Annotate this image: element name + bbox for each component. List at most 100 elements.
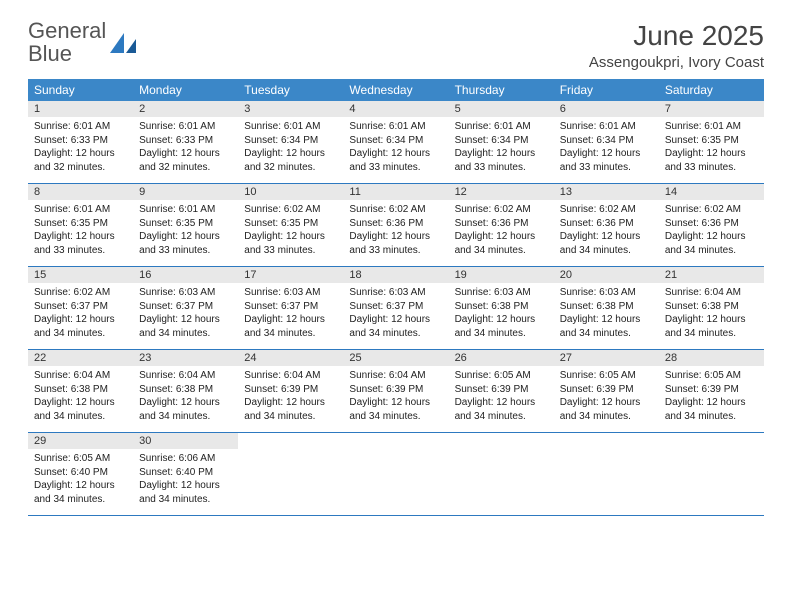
- logo-word-2: Blue: [28, 41, 72, 66]
- day-content: Sunrise: 6:03 AMSunset: 6:37 PMDaylight:…: [133, 283, 238, 346]
- day-content: Sunrise: 6:03 AMSunset: 6:38 PMDaylight:…: [554, 283, 659, 346]
- logo-text: General Blue: [28, 20, 106, 66]
- day-cell: 10Sunrise: 6:02 AMSunset: 6:35 PMDayligh…: [238, 184, 343, 266]
- day-number: 16: [133, 267, 238, 283]
- day-cell: [343, 433, 448, 515]
- day-content: Sunrise: 6:05 AMSunset: 6:39 PMDaylight:…: [659, 366, 764, 429]
- day-cell: 17Sunrise: 6:03 AMSunset: 6:37 PMDayligh…: [238, 267, 343, 349]
- day-cell: 26Sunrise: 6:05 AMSunset: 6:39 PMDayligh…: [449, 350, 554, 432]
- day-cell: 21Sunrise: 6:04 AMSunset: 6:38 PMDayligh…: [659, 267, 764, 349]
- day-cell: 30Sunrise: 6:06 AMSunset: 6:40 PMDayligh…: [133, 433, 238, 515]
- day-number: 15: [28, 267, 133, 283]
- day-content: Sunrise: 6:04 AMSunset: 6:39 PMDaylight:…: [343, 366, 448, 429]
- day-cell: 12Sunrise: 6:02 AMSunset: 6:36 PMDayligh…: [449, 184, 554, 266]
- day-content: Sunrise: 6:01 AMSunset: 6:35 PMDaylight:…: [659, 117, 764, 180]
- day-number: 3: [238, 101, 343, 117]
- day-number: 30: [133, 433, 238, 449]
- logo-word-1: General: [28, 18, 106, 43]
- day-cell: 18Sunrise: 6:03 AMSunset: 6:37 PMDayligh…: [343, 267, 448, 349]
- day-content: Sunrise: 6:01 AMSunset: 6:34 PMDaylight:…: [343, 117, 448, 180]
- day-content: Sunrise: 6:05 AMSunset: 6:39 PMDaylight:…: [449, 366, 554, 429]
- day-cell: 11Sunrise: 6:02 AMSunset: 6:36 PMDayligh…: [343, 184, 448, 266]
- day-content: Sunrise: 6:03 AMSunset: 6:38 PMDaylight:…: [449, 283, 554, 346]
- day-number: 27: [554, 350, 659, 366]
- day-number: 7: [659, 101, 764, 117]
- day-cell: 1Sunrise: 6:01 AMSunset: 6:33 PMDaylight…: [28, 101, 133, 183]
- day-content: Sunrise: 6:01 AMSunset: 6:33 PMDaylight:…: [28, 117, 133, 180]
- title-block: June 2025 Assengoukpri, Ivory Coast: [589, 20, 764, 71]
- day-cell: 22Sunrise: 6:04 AMSunset: 6:38 PMDayligh…: [28, 350, 133, 432]
- day-number: 19: [449, 267, 554, 283]
- day-number: 24: [238, 350, 343, 366]
- day-content: Sunrise: 6:02 AMSunset: 6:36 PMDaylight:…: [343, 200, 448, 263]
- day-number: 18: [343, 267, 448, 283]
- day-content: Sunrise: 6:06 AMSunset: 6:40 PMDaylight:…: [133, 449, 238, 512]
- day-cell: 8Sunrise: 6:01 AMSunset: 6:35 PMDaylight…: [28, 184, 133, 266]
- day-number: 1: [28, 101, 133, 117]
- day-content: Sunrise: 6:02 AMSunset: 6:35 PMDaylight:…: [238, 200, 343, 263]
- day-content: Sunrise: 6:04 AMSunset: 6:38 PMDaylight:…: [133, 366, 238, 429]
- day-content: Sunrise: 6:03 AMSunset: 6:37 PMDaylight:…: [343, 283, 448, 346]
- day-content: Sunrise: 6:02 AMSunset: 6:36 PMDaylight:…: [449, 200, 554, 263]
- day-number: 10: [238, 184, 343, 200]
- day-content: Sunrise: 6:02 AMSunset: 6:36 PMDaylight:…: [659, 200, 764, 263]
- week-row: 22Sunrise: 6:04 AMSunset: 6:38 PMDayligh…: [28, 350, 764, 433]
- week-row: 29Sunrise: 6:05 AMSunset: 6:40 PMDayligh…: [28, 433, 764, 516]
- day-cell: 27Sunrise: 6:05 AMSunset: 6:39 PMDayligh…: [554, 350, 659, 432]
- calendar: SundayMondayTuesdayWednesdayThursdayFrid…: [28, 79, 764, 516]
- weeks-container: 1Sunrise: 6:01 AMSunset: 6:33 PMDaylight…: [28, 101, 764, 516]
- day-number: 28: [659, 350, 764, 366]
- day-number: 4: [343, 101, 448, 117]
- day-cell: 4Sunrise: 6:01 AMSunset: 6:34 PMDaylight…: [343, 101, 448, 183]
- weekday-header-row: SundayMondayTuesdayWednesdayThursdayFrid…: [28, 79, 764, 101]
- day-cell: [659, 433, 764, 515]
- day-cell: 25Sunrise: 6:04 AMSunset: 6:39 PMDayligh…: [343, 350, 448, 432]
- day-number: 5: [449, 101, 554, 117]
- day-cell: 19Sunrise: 6:03 AMSunset: 6:38 PMDayligh…: [449, 267, 554, 349]
- day-content: Sunrise: 6:04 AMSunset: 6:38 PMDaylight:…: [659, 283, 764, 346]
- weekday-header: Tuesday: [238, 79, 343, 101]
- day-cell: 14Sunrise: 6:02 AMSunset: 6:36 PMDayligh…: [659, 184, 764, 266]
- week-row: 15Sunrise: 6:02 AMSunset: 6:37 PMDayligh…: [28, 267, 764, 350]
- day-number: 17: [238, 267, 343, 283]
- day-cell: 7Sunrise: 6:01 AMSunset: 6:35 PMDaylight…: [659, 101, 764, 183]
- week-row: 1Sunrise: 6:01 AMSunset: 6:33 PMDaylight…: [28, 101, 764, 184]
- day-content: Sunrise: 6:01 AMSunset: 6:34 PMDaylight:…: [554, 117, 659, 180]
- day-cell: 3Sunrise: 6:01 AMSunset: 6:34 PMDaylight…: [238, 101, 343, 183]
- day-cell: 9Sunrise: 6:01 AMSunset: 6:35 PMDaylight…: [133, 184, 238, 266]
- day-number: 29: [28, 433, 133, 449]
- location: Assengoukpri, Ivory Coast: [589, 54, 764, 71]
- day-content: Sunrise: 6:03 AMSunset: 6:37 PMDaylight:…: [238, 283, 343, 346]
- day-cell: 29Sunrise: 6:05 AMSunset: 6:40 PMDayligh…: [28, 433, 133, 515]
- day-cell: 23Sunrise: 6:04 AMSunset: 6:38 PMDayligh…: [133, 350, 238, 432]
- day-number: 14: [659, 184, 764, 200]
- day-cell: 6Sunrise: 6:01 AMSunset: 6:34 PMDaylight…: [554, 101, 659, 183]
- day-cell: 24Sunrise: 6:04 AMSunset: 6:39 PMDayligh…: [238, 350, 343, 432]
- day-cell: 20Sunrise: 6:03 AMSunset: 6:38 PMDayligh…: [554, 267, 659, 349]
- logo: General Blue: [28, 20, 138, 66]
- logo-sail-icon: [110, 33, 138, 53]
- day-content: Sunrise: 6:05 AMSunset: 6:39 PMDaylight:…: [554, 366, 659, 429]
- week-row: 8Sunrise: 6:01 AMSunset: 6:35 PMDaylight…: [28, 184, 764, 267]
- weekday-header: Monday: [133, 79, 238, 101]
- day-number: 26: [449, 350, 554, 366]
- day-number: 21: [659, 267, 764, 283]
- day-number: 11: [343, 184, 448, 200]
- day-number: 9: [133, 184, 238, 200]
- day-cell: [449, 433, 554, 515]
- day-cell: 2Sunrise: 6:01 AMSunset: 6:33 PMDaylight…: [133, 101, 238, 183]
- day-number: 2: [133, 101, 238, 117]
- day-content: Sunrise: 6:01 AMSunset: 6:35 PMDaylight:…: [133, 200, 238, 263]
- day-number: 25: [343, 350, 448, 366]
- day-content: Sunrise: 6:04 AMSunset: 6:38 PMDaylight:…: [28, 366, 133, 429]
- day-cell: [238, 433, 343, 515]
- day-content: Sunrise: 6:01 AMSunset: 6:35 PMDaylight:…: [28, 200, 133, 263]
- page: General Blue June 2025 Assengoukpri, Ivo…: [0, 0, 792, 536]
- day-cell: 16Sunrise: 6:03 AMSunset: 6:37 PMDayligh…: [133, 267, 238, 349]
- weekday-header: Sunday: [28, 79, 133, 101]
- day-number: 20: [554, 267, 659, 283]
- day-cell: 13Sunrise: 6:02 AMSunset: 6:36 PMDayligh…: [554, 184, 659, 266]
- day-number: 12: [449, 184, 554, 200]
- day-content: Sunrise: 6:01 AMSunset: 6:34 PMDaylight:…: [238, 117, 343, 180]
- weekday-header: Wednesday: [343, 79, 448, 101]
